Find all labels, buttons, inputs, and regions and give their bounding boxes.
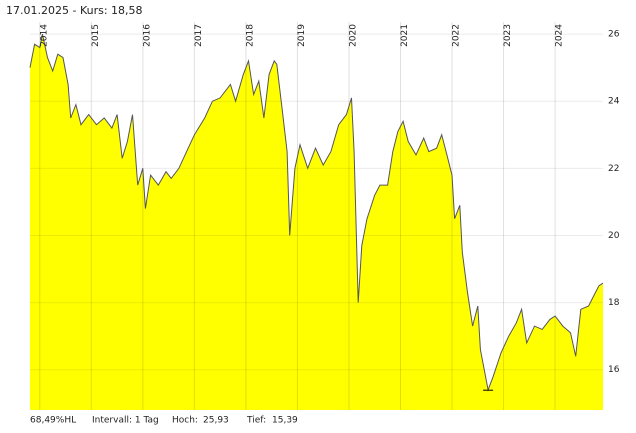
x-tick-label: 2017 xyxy=(194,24,204,47)
x-tick-label: 2020 xyxy=(348,24,358,47)
footer-high-label: Hoch: xyxy=(172,416,198,426)
header-title: 17.01.2025 - Kurs: 18,58 xyxy=(6,4,143,17)
footer-interval: Intervall: 1 Tag xyxy=(92,416,159,426)
y-tick-label: 24 xyxy=(608,97,620,107)
x-tick-label: 2023 xyxy=(503,24,513,47)
x-tick-label: 2016 xyxy=(142,24,152,47)
y-tick-label: 26 xyxy=(608,30,620,40)
x-tick-label: 2022 xyxy=(452,24,462,47)
x-tick-label: 2015 xyxy=(91,24,101,47)
footer-high: 25,93 xyxy=(203,416,229,426)
x-tick-label: 2021 xyxy=(400,24,410,47)
price-line xyxy=(29,33,604,392)
footer-low: 15,39 xyxy=(272,416,298,426)
x-tick-label: 2018 xyxy=(245,24,255,47)
y-tick-label: 20 xyxy=(608,231,620,241)
y-tick-label: 18 xyxy=(608,298,620,308)
x-tick-label: 2024 xyxy=(555,24,565,47)
footer-hl: 68,49%HL xyxy=(30,416,76,426)
y-tick-label: 22 xyxy=(608,164,619,174)
y-tick-label: 16 xyxy=(608,365,620,375)
x-tick-label: 2019 xyxy=(297,24,307,47)
footer-low-label: Tief: xyxy=(246,416,266,426)
area-fill xyxy=(30,34,603,410)
x-tick-label: 2014 xyxy=(39,24,49,47)
